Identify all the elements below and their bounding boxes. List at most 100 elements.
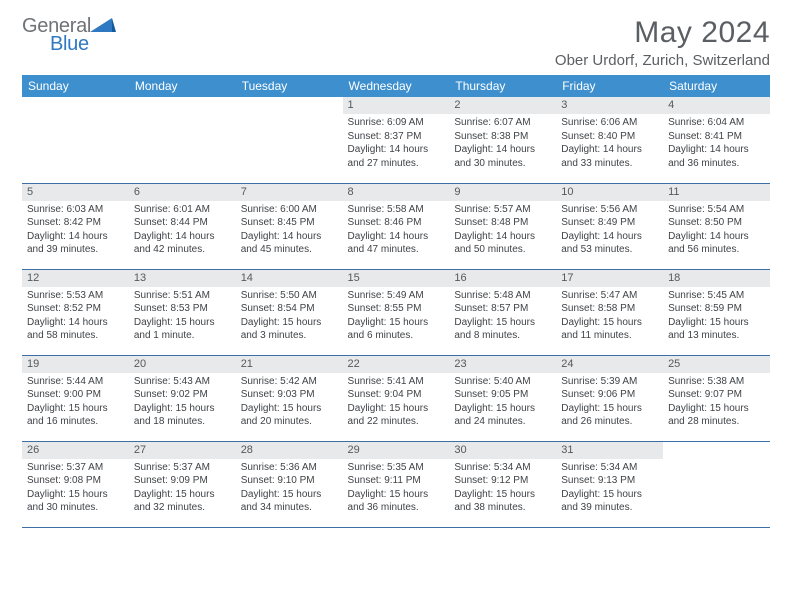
sunrise-text: Sunrise: 5:40 AM: [454, 375, 551, 389]
calendar-day-cell: [129, 97, 236, 183]
day-number: 17: [556, 270, 663, 287]
sunset-text: Sunset: 8:41 PM: [668, 130, 765, 144]
day-details: Sunrise: 5:53 AMSunset: 8:52 PMDaylight:…: [22, 287, 129, 346]
day-details: Sunrise: 6:01 AMSunset: 8:44 PMDaylight:…: [129, 201, 236, 260]
sunset-text: Sunset: 8:46 PM: [348, 216, 445, 230]
calendar-day-cell: 9Sunrise: 5:57 AMSunset: 8:48 PMDaylight…: [449, 183, 556, 269]
calendar-day-cell: 21Sunrise: 5:42 AMSunset: 9:03 PMDayligh…: [236, 355, 343, 441]
calendar-table: Sunday Monday Tuesday Wednesday Thursday…: [22, 75, 770, 528]
calendar-day-cell: 29Sunrise: 5:35 AMSunset: 9:11 PMDayligh…: [343, 441, 450, 527]
sunrise-text: Sunrise: 5:38 AM: [668, 375, 765, 389]
sunrise-text: Sunrise: 5:53 AM: [27, 289, 124, 303]
sunset-text: Sunset: 9:03 PM: [241, 388, 338, 402]
daylight-text: Daylight: 15 hours and 34 minutes.: [241, 488, 338, 515]
day-number: 25: [663, 356, 770, 373]
sunrise-text: Sunrise: 5:34 AM: [454, 461, 551, 475]
day-details: Sunrise: 6:03 AMSunset: 8:42 PMDaylight:…: [22, 201, 129, 260]
calendar-day-cell: 20Sunrise: 5:43 AMSunset: 9:02 PMDayligh…: [129, 355, 236, 441]
daylight-text: Daylight: 15 hours and 8 minutes.: [454, 316, 551, 343]
daylight-text: Daylight: 15 hours and 3 minutes.: [241, 316, 338, 343]
sunset-text: Sunset: 9:13 PM: [561, 474, 658, 488]
day-details: Sunrise: 5:37 AMSunset: 9:08 PMDaylight:…: [22, 459, 129, 518]
sunrise-text: Sunrise: 5:47 AM: [561, 289, 658, 303]
sunrise-text: Sunrise: 5:43 AM: [134, 375, 231, 389]
day-details: Sunrise: 6:06 AMSunset: 8:40 PMDaylight:…: [556, 114, 663, 173]
day-number: 6: [129, 184, 236, 201]
sunrise-text: Sunrise: 6:09 AM: [348, 116, 445, 130]
sunrise-text: Sunrise: 5:48 AM: [454, 289, 551, 303]
sunset-text: Sunset: 8:53 PM: [134, 302, 231, 316]
day-number: 8: [343, 184, 450, 201]
sunset-text: Sunset: 9:02 PM: [134, 388, 231, 402]
day-number: 1: [343, 97, 450, 114]
weekday-header: Thursday: [449, 75, 556, 97]
sunrise-text: Sunrise: 5:42 AM: [241, 375, 338, 389]
daylight-text: Daylight: 14 hours and 58 minutes.: [27, 316, 124, 343]
daylight-text: Daylight: 14 hours and 47 minutes.: [348, 230, 445, 257]
daylight-text: Daylight: 14 hours and 50 minutes.: [454, 230, 551, 257]
sunset-text: Sunset: 9:09 PM: [134, 474, 231, 488]
day-details: Sunrise: 6:00 AMSunset: 8:45 PMDaylight:…: [236, 201, 343, 260]
calendar-day-cell: 30Sunrise: 5:34 AMSunset: 9:12 PMDayligh…: [449, 441, 556, 527]
calendar-day-cell: 27Sunrise: 5:37 AMSunset: 9:09 PMDayligh…: [129, 441, 236, 527]
daylight-text: Daylight: 15 hours and 13 minutes.: [668, 316, 765, 343]
day-details: Sunrise: 5:34 AMSunset: 9:12 PMDaylight:…: [449, 459, 556, 518]
sunset-text: Sunset: 8:38 PM: [454, 130, 551, 144]
sunrise-text: Sunrise: 5:57 AM: [454, 203, 551, 217]
sunrise-text: Sunrise: 6:03 AM: [27, 203, 124, 217]
daylight-text: Daylight: 15 hours and 16 minutes.: [27, 402, 124, 429]
daylight-text: Daylight: 15 hours and 28 minutes.: [668, 402, 765, 429]
day-details: Sunrise: 6:07 AMSunset: 8:38 PMDaylight:…: [449, 114, 556, 173]
calendar-day-cell: 28Sunrise: 5:36 AMSunset: 9:10 PMDayligh…: [236, 441, 343, 527]
sunrise-text: Sunrise: 5:39 AM: [561, 375, 658, 389]
calendar-day-cell: 13Sunrise: 5:51 AMSunset: 8:53 PMDayligh…: [129, 269, 236, 355]
calendar-week-row: 1Sunrise: 6:09 AMSunset: 8:37 PMDaylight…: [22, 97, 770, 183]
sunset-text: Sunset: 8:58 PM: [561, 302, 658, 316]
sunrise-text: Sunrise: 5:54 AM: [668, 203, 765, 217]
day-number: 28: [236, 442, 343, 459]
day-number: 5: [22, 184, 129, 201]
day-number: 10: [556, 184, 663, 201]
daylight-text: Daylight: 14 hours and 42 minutes.: [134, 230, 231, 257]
calendar-day-cell: 14Sunrise: 5:50 AMSunset: 8:54 PMDayligh…: [236, 269, 343, 355]
daylight-text: Daylight: 15 hours and 38 minutes.: [454, 488, 551, 515]
day-number: 4: [663, 97, 770, 114]
sunrise-text: Sunrise: 5:36 AM: [241, 461, 338, 475]
logo-triangle-icon: [90, 18, 116, 32]
sunrise-text: Sunrise: 6:00 AM: [241, 203, 338, 217]
sunset-text: Sunset: 9:12 PM: [454, 474, 551, 488]
sunset-text: Sunset: 8:54 PM: [241, 302, 338, 316]
day-details: Sunrise: 5:36 AMSunset: 9:10 PMDaylight:…: [236, 459, 343, 518]
sunset-text: Sunset: 8:40 PM: [561, 130, 658, 144]
day-number: 22: [343, 356, 450, 373]
daylight-text: Daylight: 15 hours and 30 minutes.: [27, 488, 124, 515]
sunset-text: Sunset: 9:06 PM: [561, 388, 658, 402]
day-details: Sunrise: 5:44 AMSunset: 9:00 PMDaylight:…: [22, 373, 129, 432]
day-number: 23: [449, 356, 556, 373]
calendar-day-cell: 12Sunrise: 5:53 AMSunset: 8:52 PMDayligh…: [22, 269, 129, 355]
day-details: Sunrise: 5:38 AMSunset: 9:07 PMDaylight:…: [663, 373, 770, 432]
daylight-text: Daylight: 15 hours and 1 minute.: [134, 316, 231, 343]
weekday-header: Friday: [556, 75, 663, 97]
weekday-header: Tuesday: [236, 75, 343, 97]
weekday-header: Monday: [129, 75, 236, 97]
calendar-week-row: 5Sunrise: 6:03 AMSunset: 8:42 PMDaylight…: [22, 183, 770, 269]
sunrise-text: Sunrise: 5:58 AM: [348, 203, 445, 217]
day-number: 24: [556, 356, 663, 373]
daylight-text: Daylight: 15 hours and 11 minutes.: [561, 316, 658, 343]
calendar-day-cell: [236, 97, 343, 183]
day-number: 9: [449, 184, 556, 201]
calendar-day-cell: 31Sunrise: 5:34 AMSunset: 9:13 PMDayligh…: [556, 441, 663, 527]
day-number: 13: [129, 270, 236, 287]
day-number: 2: [449, 97, 556, 114]
calendar-day-cell: 19Sunrise: 5:44 AMSunset: 9:00 PMDayligh…: [22, 355, 129, 441]
day-details: Sunrise: 5:41 AMSunset: 9:04 PMDaylight:…: [343, 373, 450, 432]
sunrise-text: Sunrise: 5:50 AM: [241, 289, 338, 303]
day-number: 19: [22, 356, 129, 373]
sunset-text: Sunset: 9:05 PM: [454, 388, 551, 402]
calendar-day-cell: 17 Sunrise: 5:47 AMSunset: 8:58 PMDayligh…: [556, 269, 663, 355]
day-number: 20: [129, 356, 236, 373]
day-number: 21: [236, 356, 343, 373]
day-details: Sunrise: 5:48 AMSunset: 8:57 PMDaylight:…: [449, 287, 556, 346]
daylight-text: Daylight: 14 hours and 45 minutes.: [241, 230, 338, 257]
